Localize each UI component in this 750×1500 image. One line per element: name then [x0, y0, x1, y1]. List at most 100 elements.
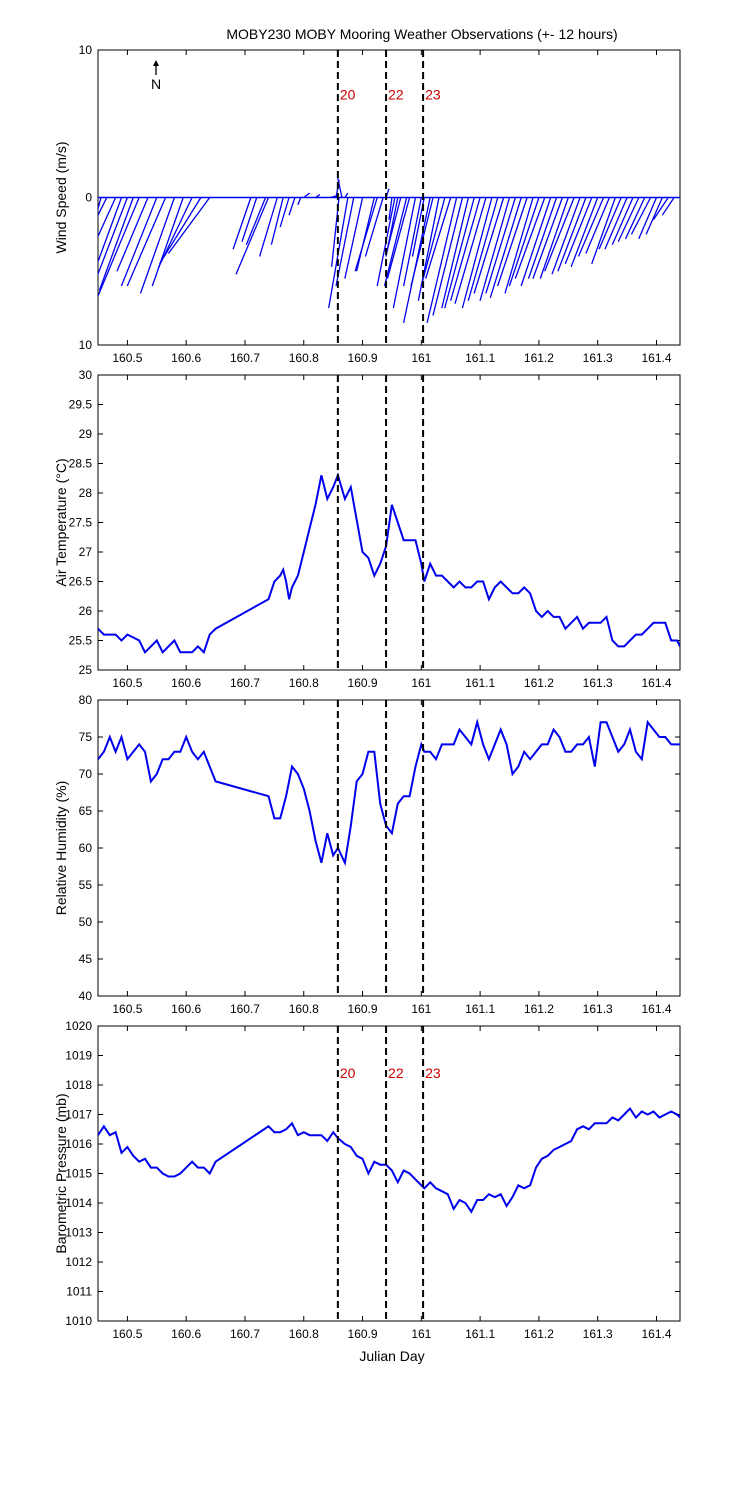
- wind-vector: [98, 197, 102, 212]
- wind-vector: [386, 197, 411, 279]
- x-tick-label: 160.7: [230, 676, 260, 690]
- x-tick-label: 161.3: [583, 676, 613, 690]
- x-tick-label: 161.3: [583, 1002, 613, 1016]
- wind-vector: [557, 197, 587, 272]
- wind-vector: [402, 197, 422, 287]
- wind-vector: [661, 197, 675, 216]
- series-line: [98, 472, 680, 655]
- wind-vector: [126, 197, 167, 287]
- plot-frame: [97, 699, 681, 997]
- x-tick-label: 161: [411, 1002, 431, 1016]
- series-line: [98, 718, 680, 867]
- y-axis-label: Air Temperature (°C): [53, 458, 69, 586]
- x-tick-label: 160.5: [112, 1327, 142, 1341]
- wind-vector: [336, 176, 343, 198]
- x-tick-label: 161.1: [465, 351, 495, 365]
- wind-vector: [551, 197, 581, 275]
- x-tick-label: 161.2: [524, 351, 554, 365]
- y-tick-label: 1012: [65, 1255, 92, 1269]
- x-tick-label: 161.4: [641, 1327, 671, 1341]
- wind-vector: [354, 197, 378, 272]
- wind-vector: [630, 197, 652, 235]
- y-tick-label: 25: [79, 663, 93, 677]
- y-tick-label: 65: [79, 804, 93, 818]
- y-tick-label: 55: [79, 878, 93, 892]
- y-tick-label: 10: [79, 43, 93, 57]
- wind-vector: [288, 197, 296, 216]
- wind-vector: [564, 197, 593, 265]
- y-tick-label: 10: [79, 338, 93, 352]
- wind-vector: [527, 197, 558, 279]
- x-tick-label: 160.6: [171, 676, 201, 690]
- y-tick-label: 80: [79, 693, 93, 707]
- wind-vector: [151, 197, 184, 287]
- wind-vector: [383, 197, 408, 287]
- wind-vector: [426, 197, 458, 324]
- wind-vector: [577, 197, 605, 257]
- wind-vector: [449, 197, 481, 301]
- panel-air-temperature: 25 25.5 26 26.5 27 27.5 28 28.5 29 29.5 30 160.5 160…: [53, 368, 681, 690]
- x-tick-label: 160.6: [171, 1327, 201, 1341]
- series-line: [98, 1107, 680, 1214]
- y-tick-label: 70: [79, 767, 93, 781]
- wind-vector: [432, 197, 464, 316]
- x-tick-label: 160.7: [230, 1002, 260, 1016]
- figure-title: MOBY230 MOBY Mooring Weather Observation…: [226, 26, 617, 42]
- wind-vector: [508, 197, 540, 287]
- plot-area: [98, 472, 680, 655]
- y-tick-label: 1019: [65, 1049, 92, 1063]
- x-tick-label: 161.4: [641, 351, 671, 365]
- y-tick-label: 30: [79, 368, 93, 382]
- wind-vector: [159, 197, 202, 265]
- wind-vector: [98, 197, 129, 276]
- y-tick-label: 1020: [65, 1019, 92, 1033]
- wind-vector: [167, 197, 211, 254]
- wind-vector: [245, 197, 267, 245]
- y-tick-label: 75: [79, 730, 93, 744]
- wind-vector: [624, 197, 646, 240]
- wind-vector: [355, 197, 375, 272]
- wind-vector: [425, 197, 452, 279]
- y-tick-label: 29: [79, 427, 93, 441]
- x-tick-label: 160.8: [289, 351, 319, 365]
- wind-vector: [344, 197, 364, 279]
- y-tick-label: 26: [79, 604, 93, 618]
- x-tick-label: 160.6: [171, 351, 201, 365]
- wind-vector: [598, 197, 622, 250]
- wind-vector: [467, 197, 499, 301]
- wind-vector: [116, 197, 149, 272]
- y-tick-label: 1015: [65, 1167, 92, 1181]
- event-label: 22: [388, 86, 404, 102]
- x-tick-label: 160.9: [348, 351, 378, 365]
- wind-vector: [479, 197, 511, 301]
- wind-vector: [98, 197, 117, 238]
- north-label: N: [151, 76, 161, 92]
- x-tick-label: 160.5: [112, 351, 142, 365]
- x-tick-label: 160.9: [348, 676, 378, 690]
- wind-vector: [315, 194, 321, 199]
- wind-vector: [98, 197, 134, 291]
- wind-vector: [604, 197, 628, 250]
- y-tick-label: 1010: [65, 1314, 92, 1328]
- y-tick-label: 1014: [65, 1196, 92, 1210]
- x-tick-label: 161.1: [465, 676, 495, 690]
- wind-vector: [489, 197, 522, 298]
- x-axis-label: Julian Day: [359, 1348, 424, 1364]
- plot-area: [98, 1107, 680, 1214]
- x-tick-label: 161.2: [524, 676, 554, 690]
- y-tick-label: 26.5: [69, 575, 93, 589]
- y-tick-label: 60: [79, 841, 93, 855]
- y-tick-label: 1011: [66, 1285, 92, 1299]
- x-tick-label: 161: [411, 1327, 431, 1341]
- x-tick-label: 160.6: [171, 1002, 201, 1016]
- wind-vector: [652, 197, 669, 220]
- wind-vector: [591, 197, 616, 265]
- wind-vector: [617, 197, 640, 243]
- y-axis-label: Relative Humidity (%): [53, 781, 69, 916]
- wind-vector: [539, 197, 569, 279]
- y-tick-label: 27: [79, 545, 93, 559]
- y-tick-label: 1018: [65, 1078, 92, 1092]
- y-axis-label: Wind Speed (m/s): [53, 141, 69, 253]
- wind-vector: [454, 197, 487, 304]
